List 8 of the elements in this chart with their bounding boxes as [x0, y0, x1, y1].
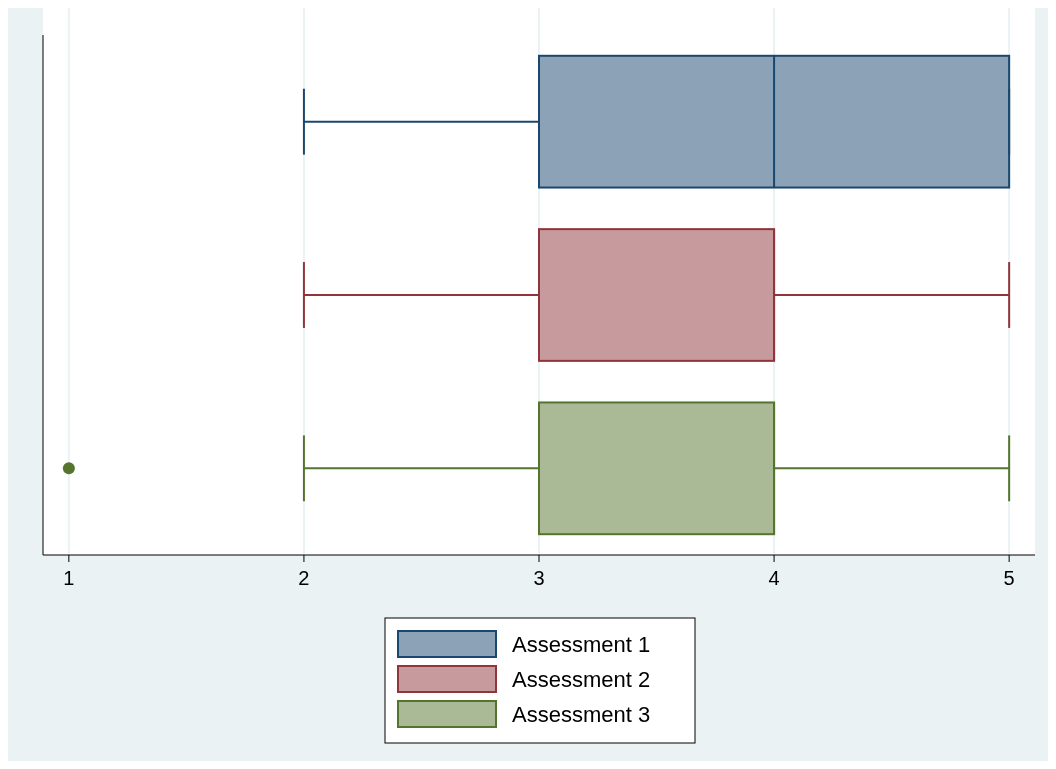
x-tick-label: 2	[298, 567, 310, 589]
x-tick-label: 4	[768, 567, 780, 589]
x-tick-label: 5	[1003, 567, 1015, 589]
legend-label: Assessment 1	[512, 632, 651, 657]
legend-label: Assessment 3	[512, 702, 651, 727]
x-tick-label: 3	[533, 567, 545, 589]
x-tick-label: 1	[63, 567, 75, 589]
legend-label: Assessment 2	[512, 667, 651, 692]
